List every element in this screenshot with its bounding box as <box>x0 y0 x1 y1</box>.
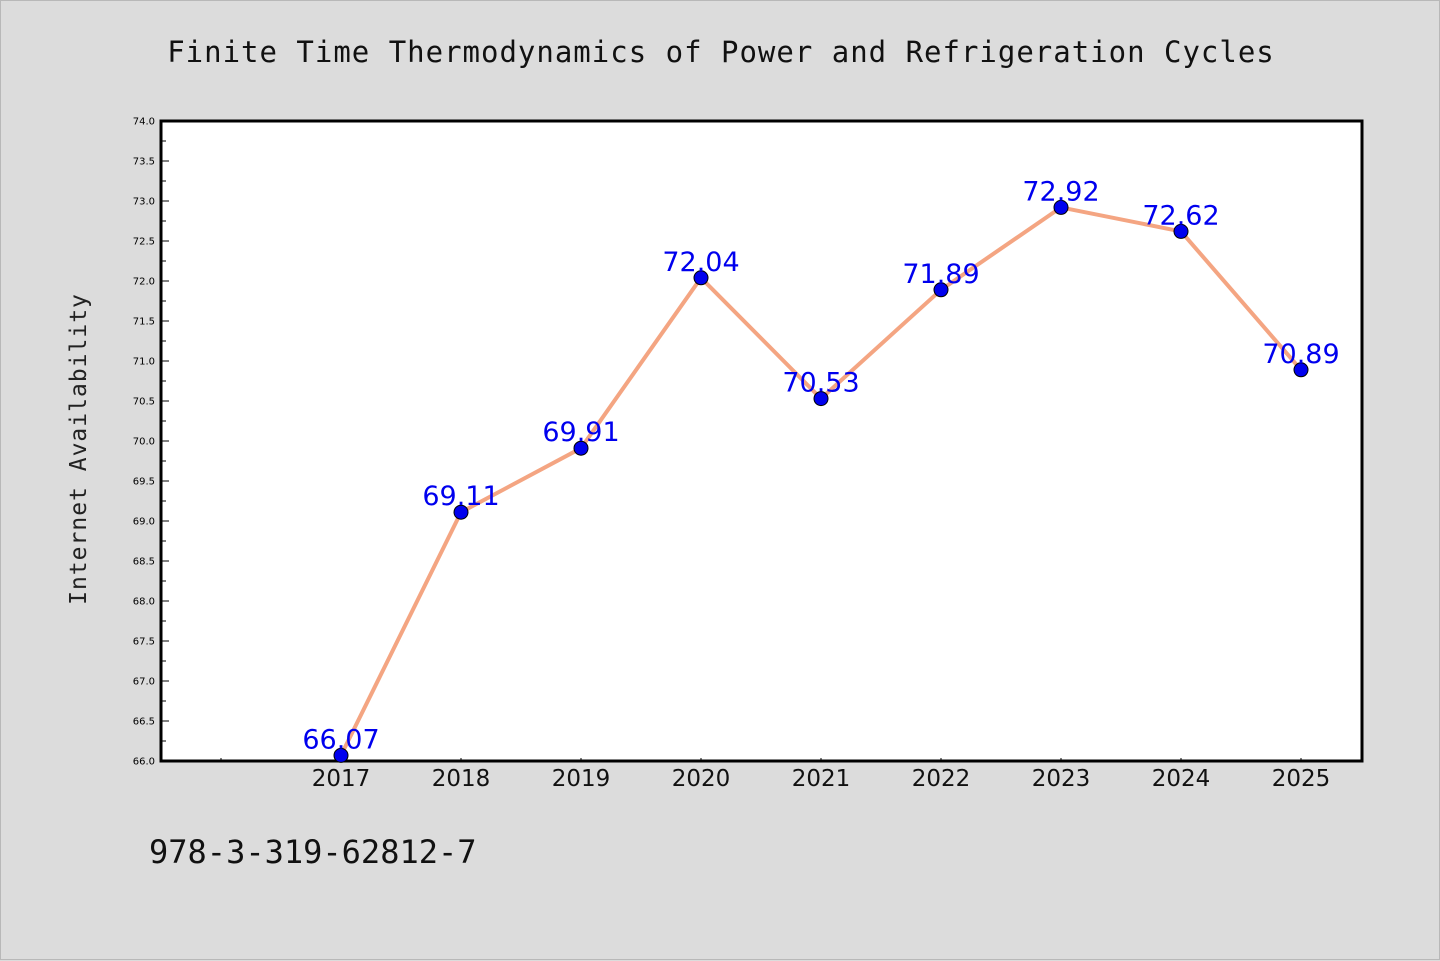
data-point <box>333 747 349 763</box>
data-label: 66.07 <box>302 724 379 755</box>
data-point <box>933 282 949 298</box>
y-axis-label: Internet Availability <box>66 293 92 605</box>
data-point <box>693 270 709 286</box>
data-label: 70.53 <box>782 368 859 399</box>
y-tick-label: 66.0 <box>133 757 155 768</box>
y-tick-label: 73.0 <box>133 197 155 208</box>
y-tick-label: 74.0 <box>133 117 155 128</box>
y-tick-label: 71.5 <box>133 317 155 328</box>
y-tick-label: 67.0 <box>133 677 155 688</box>
data-point <box>813 391 829 407</box>
data-label: 69.91 <box>542 417 619 448</box>
y-tick-label: 70.5 <box>133 397 155 408</box>
x-tick-label: 2021 <box>792 766 851 792</box>
chart-title: Finite Time Thermodynamics of Power and … <box>167 35 1275 69</box>
data-label: 72.04 <box>662 247 739 278</box>
data-label: 70.89 <box>1262 339 1339 370</box>
data-label: 69.11 <box>422 481 499 512</box>
data-point <box>1173 223 1189 239</box>
y-tick-label: 68.0 <box>133 597 155 608</box>
x-tick-label: 2018 <box>432 766 491 792</box>
x-tick-label: 2022 <box>912 766 971 792</box>
y-tick-label: 73.5 <box>133 157 155 168</box>
data-point <box>1293 362 1309 378</box>
y-tick-label: 66.5 <box>133 717 155 728</box>
data-label: 71.89 <box>902 259 979 290</box>
data-label: 72.92 <box>1022 176 1099 207</box>
y-tick-label: 68.5 <box>133 557 155 568</box>
x-tick-label: 2019 <box>552 766 611 792</box>
y-tick-label: 69.0 <box>133 517 155 528</box>
x-tick-label: 2025 <box>1272 766 1331 792</box>
x-tick-label: 2024 <box>1152 766 1211 792</box>
y-tick-label: 71.0 <box>133 357 155 368</box>
y-tick-label: 70.0 <box>133 437 155 448</box>
x-tick-label: 2023 <box>1032 766 1091 792</box>
x-tick-label: 2020 <box>672 766 731 792</box>
y-tick-label: 72.5 <box>133 237 155 248</box>
y-axis: 66.0 66.5 67.0 67.5 68.0 68.5 69.0 69.5 70.0 70.5… <box>133 117 169 768</box>
series-layer: 66.07 69.11 69.91 72.04 70.53 71.89 72.92 72.62… <box>302 176 1340 763</box>
y-tick-label: 69.5 <box>133 477 155 488</box>
data-point <box>573 440 589 456</box>
y-tick-label: 67.5 <box>133 637 155 648</box>
y-tick-label: 72.0 <box>133 277 155 288</box>
data-point <box>1053 199 1069 215</box>
x-axis: 2017 2018 2019 2020 2021 2022 2023 2024 2025 <box>220 758 1331 792</box>
data-label: 72.62 <box>1142 200 1219 231</box>
isbn-label: 978-3-319-62812-7 <box>149 833 477 871</box>
x-tick-label: 2017 <box>312 766 371 792</box>
data-point <box>453 504 469 520</box>
